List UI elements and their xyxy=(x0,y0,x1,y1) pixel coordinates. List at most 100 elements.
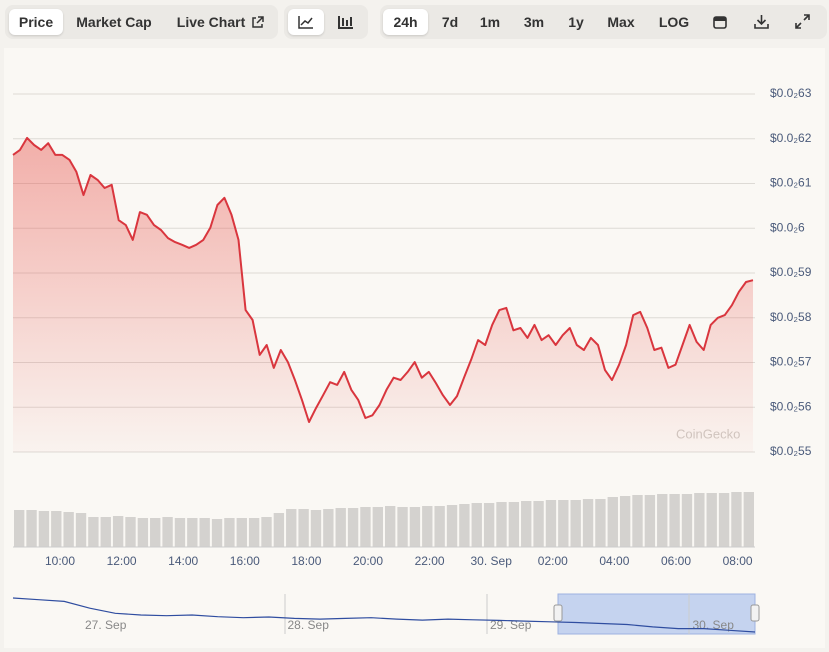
volume-bar xyxy=(385,506,396,547)
candle-style-button[interactable] xyxy=(328,9,364,35)
volume-bar xyxy=(187,518,198,547)
volume-bar xyxy=(718,493,730,547)
volume-bar xyxy=(211,519,223,547)
chart: $0.0₂55 $0.0₂56 $0.0₂57 $0.0₂58 $0.0₂59 $0.0₂… xyxy=(4,48,825,648)
volume-bar xyxy=(261,517,272,547)
volume-bar xyxy=(100,517,111,547)
volume-bar xyxy=(595,499,606,547)
volume-bar xyxy=(434,506,445,547)
y-tick-label: $0.0₂57 xyxy=(770,355,812,369)
price-line xyxy=(12,136,754,423)
y-tick-label: $0.0₂63 xyxy=(770,86,812,100)
volume-bar xyxy=(508,502,520,547)
expand-icon[interactable] xyxy=(795,14,810,29)
volume-bar xyxy=(731,492,742,547)
x-tick-label: 04:00 xyxy=(599,554,629,568)
x-tick-label: 12:00 xyxy=(107,554,137,568)
volume-bar xyxy=(125,517,136,547)
volume-bar xyxy=(112,516,124,547)
volume-bar xyxy=(422,506,433,547)
range-button[interactable]: 1y xyxy=(568,14,584,30)
volume-bar xyxy=(681,494,693,547)
x-tick-label: 14:00 xyxy=(168,554,198,568)
volume-bar xyxy=(273,513,285,547)
x-tick-label: 06:00 xyxy=(661,554,691,568)
range-button[interactable]: 3m xyxy=(523,14,545,30)
price-area xyxy=(13,137,753,452)
chart-style xyxy=(284,5,368,39)
range-button[interactable]: 7d xyxy=(441,14,459,30)
volume-bar xyxy=(743,492,754,547)
volume-bar xyxy=(483,503,495,547)
volume-bar xyxy=(632,495,643,547)
volume-bar xyxy=(26,510,37,547)
navigator-label: 29. Sep xyxy=(490,618,532,632)
navigator-label: 28. Sep xyxy=(288,618,330,632)
range-button[interactable]: 24h xyxy=(383,9,428,35)
volume-bar xyxy=(619,496,631,547)
navigator-handle[interactable] xyxy=(750,604,760,622)
x-tick-label: 10:00 xyxy=(45,554,75,568)
volume-bar xyxy=(397,507,408,547)
range-button[interactable]: 1m xyxy=(479,14,501,30)
y-tick-label: $0.0₂62 xyxy=(770,131,812,145)
volume-bar xyxy=(335,508,346,547)
volume-bar xyxy=(533,501,544,547)
x-tick-label: 22:00 xyxy=(415,554,445,568)
volume-bar xyxy=(706,493,717,547)
volume-bar xyxy=(607,497,618,547)
navigator-handle[interactable] xyxy=(553,604,563,622)
download-icon[interactable] xyxy=(754,14,769,29)
volume-bar xyxy=(248,518,260,547)
volume-bar xyxy=(558,500,569,547)
volume-bar xyxy=(521,501,532,547)
volume-bar xyxy=(323,509,334,547)
y-tick-label: $0.0₂6 xyxy=(770,220,805,234)
volume-bar xyxy=(347,508,359,547)
volume-bar xyxy=(63,512,74,547)
x-tick-label: 02:00 xyxy=(538,554,568,568)
volume-bar xyxy=(657,494,668,547)
volume-bar xyxy=(38,511,50,547)
volume-bar xyxy=(14,510,25,547)
x-tick-label: 30. Sep xyxy=(471,554,513,568)
navigator-label: 27. Sep xyxy=(85,618,127,632)
volume-bar xyxy=(88,517,99,547)
x-tick-label: 08:00 xyxy=(723,554,753,568)
volume-bar xyxy=(409,507,421,547)
volume-bar xyxy=(360,507,371,547)
volume-bar xyxy=(174,518,186,547)
volume-bar xyxy=(471,503,482,547)
y-tick-label: $0.0₂61 xyxy=(770,176,812,190)
y-tick-label: $0.0₂58 xyxy=(770,310,812,324)
line-style-button[interactable] xyxy=(288,9,324,35)
calendar-icon[interactable] xyxy=(713,15,727,29)
view-tabs: Price Market Cap Live Chart xyxy=(5,5,278,39)
tab[interactable]: Live Chart xyxy=(176,14,246,30)
volume-bar xyxy=(298,509,309,547)
range-button[interactable]: Max xyxy=(607,14,635,30)
range-tabs xyxy=(380,5,827,39)
x-tick-label: 16:00 xyxy=(230,554,260,568)
volume-bar xyxy=(51,511,62,547)
volume-bar xyxy=(644,495,656,547)
volume-bar xyxy=(236,518,247,547)
volume-bar xyxy=(199,518,210,547)
volume-bar xyxy=(496,502,507,547)
tab[interactable]: Price xyxy=(9,9,63,35)
volume-bar xyxy=(545,500,557,547)
volume-bar xyxy=(694,493,705,547)
volume-bar xyxy=(150,518,161,547)
volume-bar xyxy=(162,517,173,547)
volume-bar xyxy=(224,518,235,547)
x-tick-label: 20:00 xyxy=(353,554,383,568)
volume-bar xyxy=(582,499,594,547)
x-tick-label: 18:00 xyxy=(291,554,321,568)
range-button[interactable]: LOG xyxy=(658,14,690,30)
volume-bar xyxy=(446,505,458,547)
y-tick-label: $0.0₂59 xyxy=(770,265,812,279)
tab[interactable]: Market Cap xyxy=(76,14,152,30)
y-tick-label: $0.0₂55 xyxy=(770,444,812,458)
volume-bar xyxy=(570,500,581,547)
